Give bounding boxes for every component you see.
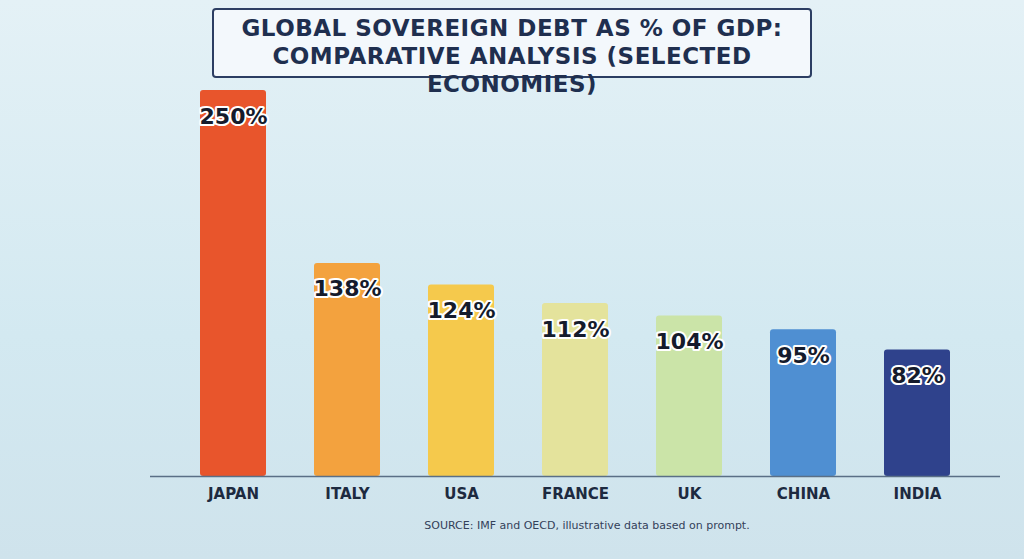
svg-text:UK: UK bbox=[678, 485, 703, 503]
svg-text:JAPAN: JAPAN bbox=[207, 485, 259, 503]
svg-text:250%: 250% bbox=[200, 104, 268, 129]
svg-text:INDIA: INDIA bbox=[894, 485, 942, 503]
svg-text:82%: 82% bbox=[891, 363, 944, 388]
svg-text:104%: 104% bbox=[656, 329, 724, 354]
svg-text:ITALY: ITALY bbox=[325, 485, 370, 503]
svg-text:USA: USA bbox=[444, 485, 479, 503]
html-text:GLOBAL SOVEREIGN DEBT AS % OF: GLOBAL SOVEREIGN DEBT AS % OF GDP: COMPA… bbox=[241, 15, 783, 97]
svg-text:112%: 112% bbox=[542, 317, 610, 342]
html-text:SOURCE: IMF and OECD, illustra: SOURCE: IMF and OECD, illustrative data … bbox=[424, 519, 750, 532]
svg-text:CHINA: CHINA bbox=[777, 485, 831, 503]
svg-text:95%: 95% bbox=[777, 343, 830, 368]
svg-text:138%: 138% bbox=[314, 276, 382, 301]
svg-text:FRANCE: FRANCE bbox=[542, 485, 609, 503]
svg-text:124%: 124% bbox=[428, 298, 496, 323]
